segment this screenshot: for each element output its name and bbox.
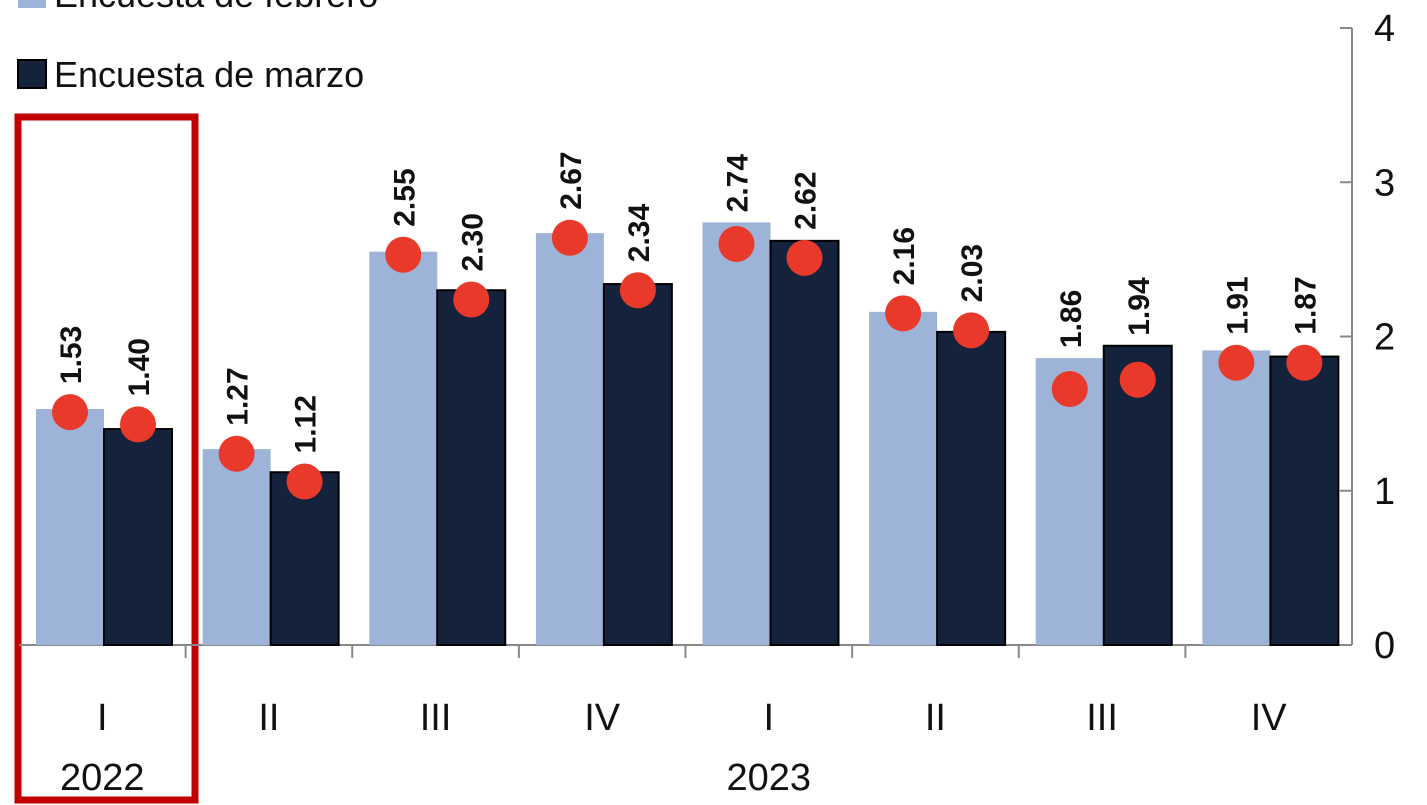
dot: [218, 435, 255, 472]
bar: [535, 233, 604, 645]
dot: [385, 236, 422, 273]
data-label: 1.91: [1221, 276, 1254, 334]
data-label: 2.62: [790, 171, 823, 229]
x-tick-label: II: [925, 697, 946, 739]
dot: [453, 281, 490, 318]
data-label: 2.55: [388, 168, 421, 226]
x-tick-label: III: [1086, 697, 1118, 739]
data-label: 1.40: [123, 338, 156, 396]
dot: [120, 406, 156, 443]
data-label: 2.34: [623, 204, 656, 263]
data-label: 1.53: [55, 326, 88, 384]
bar: [1202, 350, 1271, 645]
dot: [1286, 344, 1323, 381]
y-tick-label: 0: [1374, 625, 1395, 667]
data-label: 2.74: [722, 154, 755, 213]
x-tick-label: IV: [1251, 697, 1288, 739]
bar: [869, 311, 938, 645]
legend-label: Encuesta de febrero: [54, 0, 378, 15]
dot: [1218, 344, 1255, 381]
x-tick-label: II: [258, 697, 279, 739]
bar: [369, 251, 438, 645]
legend-label: Encuesta de marzo: [54, 54, 364, 95]
group-label: 2022: [60, 757, 145, 799]
bar: [103, 428, 173, 646]
data-label: 1.86: [1055, 290, 1088, 348]
dot: [619, 272, 656, 309]
bar: [1269, 355, 1340, 646]
data-label: 1.12: [290, 395, 323, 453]
y-tick-label: 3: [1374, 162, 1395, 204]
data-label: 1.27: [222, 367, 255, 425]
bar: [436, 289, 507, 646]
dot: [1051, 370, 1088, 407]
x-tick-label: III: [420, 697, 452, 739]
bar: [36, 408, 104, 645]
bar: [269, 471, 340, 646]
dot: [1119, 361, 1156, 398]
dot: [286, 463, 323, 500]
x-tick-label: IV: [584, 697, 621, 739]
data-label: 2.30: [456, 213, 489, 271]
dot: [786, 239, 823, 276]
legend-swatch: [17, 59, 47, 89]
y-tick-label: 4: [1374, 8, 1395, 50]
data-label: 1.94: [1123, 277, 1156, 336]
bar: [702, 222, 771, 646]
y-tick-label: 1: [1374, 471, 1395, 513]
bar: [936, 330, 1007, 646]
x-tick-label: I: [97, 697, 108, 739]
data-label: 2.16: [888, 227, 921, 285]
legend-swatch: [18, 0, 46, 8]
group-label: 2023: [727, 757, 812, 799]
data-label: 2.67: [555, 151, 588, 209]
y-tick-label: 2: [1374, 317, 1395, 359]
dot: [953, 312, 990, 349]
bar: [202, 449, 271, 645]
bar: [769, 239, 840, 647]
data-label: 2.03: [956, 244, 989, 302]
dot: [718, 225, 755, 262]
highlight-box: [14, 113, 199, 804]
dot: [885, 295, 922, 332]
bar: [602, 283, 673, 646]
data-label: 1.87: [1289, 276, 1322, 334]
dot: [551, 219, 588, 256]
x-tick-label: I: [764, 697, 775, 739]
dot: [52, 394, 88, 431]
